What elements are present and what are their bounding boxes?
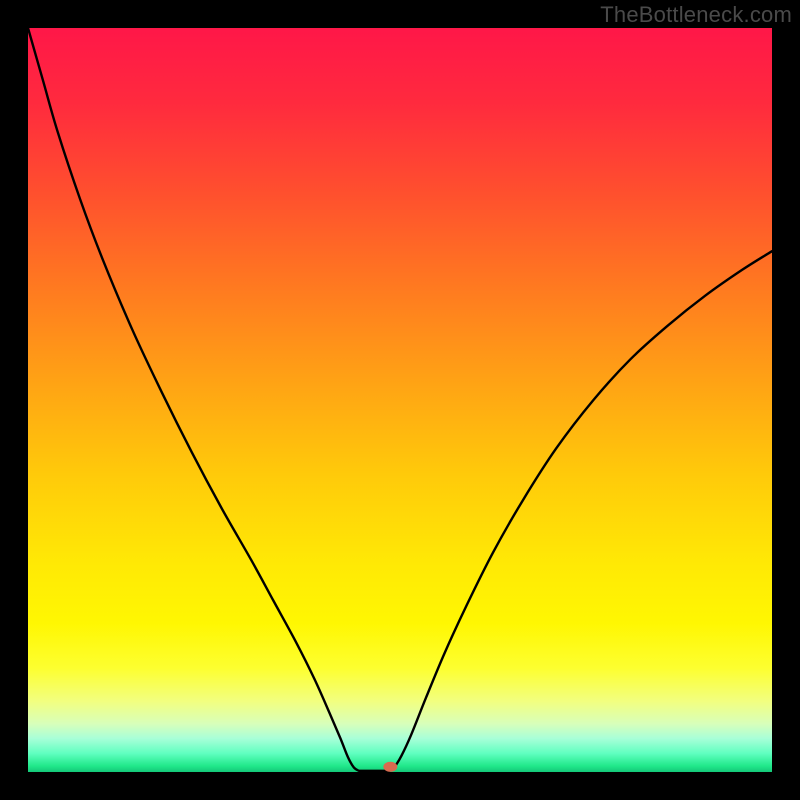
- bottleneck-chart: [0, 0, 800, 800]
- watermark-text: TheBottleneck.com: [600, 2, 792, 28]
- chart-container: TheBottleneck.com: [0, 0, 800, 800]
- optimum-marker: [383, 762, 397, 772]
- plot-background: [28, 28, 772, 772]
